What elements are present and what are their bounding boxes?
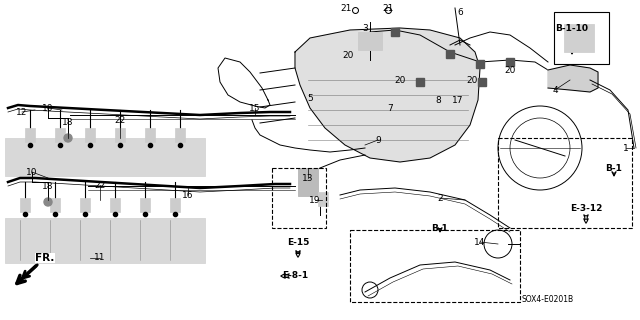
- Polygon shape: [548, 65, 598, 92]
- Bar: [554, 12, 609, 64]
- Text: 17: 17: [452, 95, 464, 105]
- Text: E-15: E-15: [287, 237, 309, 246]
- Bar: [170, 198, 180, 212]
- Text: 9: 9: [375, 135, 381, 145]
- Text: 10: 10: [42, 103, 54, 113]
- Bar: [55, 128, 65, 142]
- Bar: [391, 28, 399, 36]
- Polygon shape: [295, 28, 480, 162]
- Bar: [498, 138, 632, 228]
- Bar: [272, 168, 326, 228]
- Text: SOX4-E0201B: SOX4-E0201B: [522, 295, 574, 305]
- Bar: [110, 198, 120, 212]
- Bar: [446, 50, 454, 58]
- Bar: [350, 230, 520, 302]
- Text: 20: 20: [394, 76, 406, 84]
- Text: 19: 19: [309, 196, 321, 204]
- Text: 7: 7: [387, 103, 393, 113]
- Text: E-8-1: E-8-1: [282, 270, 308, 279]
- Bar: [145, 128, 155, 142]
- Text: 1: 1: [623, 143, 629, 153]
- Text: B-1: B-1: [431, 223, 449, 233]
- Text: 16: 16: [182, 190, 194, 199]
- Text: 4: 4: [552, 85, 558, 94]
- Bar: [506, 58, 514, 66]
- Text: 18: 18: [62, 117, 74, 126]
- Text: B-1: B-1: [605, 164, 623, 172]
- Circle shape: [64, 134, 72, 142]
- Text: E-3-12: E-3-12: [570, 204, 602, 212]
- Bar: [25, 128, 35, 142]
- Text: 18: 18: [42, 181, 54, 190]
- Text: 12: 12: [16, 108, 28, 116]
- Bar: [564, 24, 594, 52]
- Text: 21: 21: [340, 4, 352, 12]
- Bar: [50, 198, 60, 212]
- Text: 11: 11: [94, 253, 106, 262]
- Text: 3: 3: [362, 23, 368, 33]
- Bar: [476, 60, 484, 68]
- Text: 22: 22: [115, 116, 125, 124]
- Text: 8: 8: [435, 95, 441, 105]
- Text: 6: 6: [457, 7, 463, 17]
- Text: 13: 13: [302, 173, 314, 182]
- Bar: [20, 198, 30, 212]
- Text: 20: 20: [504, 66, 516, 75]
- Circle shape: [44, 198, 52, 206]
- Text: 20: 20: [342, 51, 354, 60]
- Text: 22: 22: [94, 180, 106, 189]
- Text: B-1-10: B-1-10: [556, 23, 589, 33]
- Bar: [5, 138, 205, 176]
- Text: 2: 2: [437, 194, 443, 203]
- Bar: [85, 128, 95, 142]
- Bar: [298, 168, 318, 196]
- Text: 20: 20: [467, 76, 477, 84]
- Text: 14: 14: [474, 237, 486, 246]
- Bar: [115, 128, 125, 142]
- Text: 21: 21: [382, 4, 394, 12]
- Text: 15: 15: [249, 103, 260, 113]
- Bar: [80, 198, 90, 212]
- Bar: [478, 78, 486, 86]
- Text: 10: 10: [26, 167, 38, 177]
- Bar: [5, 218, 205, 263]
- Bar: [358, 32, 382, 50]
- Bar: [140, 198, 150, 212]
- Bar: [175, 128, 185, 142]
- Text: FR.: FR.: [22, 253, 54, 278]
- Bar: [416, 78, 424, 86]
- Bar: [318, 192, 328, 206]
- Text: 5: 5: [307, 93, 313, 102]
